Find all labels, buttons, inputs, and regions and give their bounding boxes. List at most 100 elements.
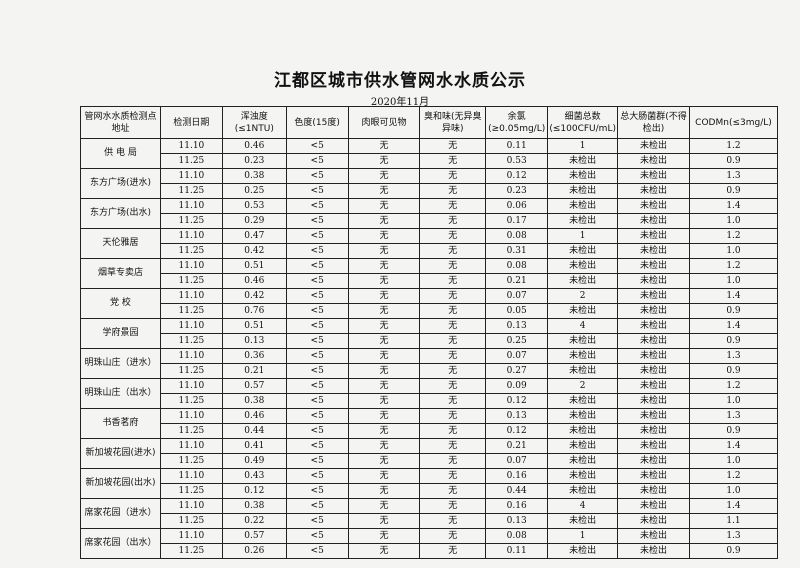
turbidity-cell: 0.43 [221,468,287,484]
turbidity-cell: 0.41 [221,438,287,454]
codmn-cell: 1.2 [688,258,779,274]
bacteria-cell: 未检出 [547,393,619,409]
chlorine-cell: 0.23 [485,183,549,199]
color-cell: <5 [285,363,349,379]
color-cell: <5 [285,378,349,394]
date-cell: 11.10 [159,318,223,334]
bacteria-cell: 未检出 [547,468,619,484]
header-bacteria: 细菌总数(≤100CFU/mL) [547,106,619,139]
date-cell: 11.10 [159,228,223,244]
codmn-cell: 1.0 [688,453,779,469]
odor-cell: 无 [419,168,487,184]
turbidity-cell: 0.29 [221,213,287,229]
odor-cell: 无 [419,243,487,259]
table-row: 11.25 0.44 <5 无无 0.12 未检出 未检出 0.9 [81,423,779,439]
odor-cell: 无 [419,513,487,529]
site-name-cell: 东方广场(进水) [80,168,161,199]
odor-cell: 无 [419,258,487,274]
chlorine-cell: 0.44 [485,483,549,499]
turbidity-cell: 0.46 [221,273,287,289]
bacteria-cell: 4 [547,498,619,514]
chlorine-cell: 0.08 [485,228,549,244]
codmn-cell: 1.4 [688,438,779,454]
table-header-row: 管网水水质检测点地址 检测日期 浑浊度(≤1NTU) 色度(15度) 肉眼可见物… [80,106,779,139]
coliform-cell: 未检出 [617,333,690,349]
table-row: 11.25 0.42 <5 无无 0.31 未检出 未检出 1.0 [81,243,779,259]
chlorine-cell: 0.08 [485,528,549,544]
water-quality-table: 管网水水质检测点地址 检测日期 浑浊度(≤1NTU) 色度(15度) 肉眼可见物… [80,106,779,559]
coliform-cell: 未检出 [617,528,690,544]
bacteria-cell: 未检出 [547,303,619,319]
turbidity-cell: 0.21 [221,363,287,379]
coliform-cell: 未检出 [617,513,690,529]
date-cell: 11.25 [159,513,223,529]
visible-matter-cell: 无 [347,348,421,364]
turbidity-cell: 0.57 [221,528,287,544]
codmn-cell: 1.4 [688,318,779,334]
date-cell: 11.10 [159,288,223,304]
color-cell: <5 [285,273,349,289]
chlorine-cell: 0.11 [485,543,549,559]
turbidity-cell: 0.57 [221,378,287,394]
turbidity-cell: 0.51 [221,318,287,334]
date-cell: 11.25 [159,543,223,559]
table-row: 党 校 11.10 0.42 <5 无无 0.07 2 未检出 1.4 [80,288,779,319]
coliform-cell: 未检出 [617,408,690,424]
document-title: 江都区城市供水管网水水质公示 [274,71,526,91]
chlorine-cell: 0.07 [485,453,549,469]
bacteria-cell: 未检出 [547,348,619,364]
visible-matter-cell: 无 [347,303,421,319]
date-cell: 11.10 [159,408,223,424]
chlorine-cell: 0.07 [485,288,549,304]
table-row: 席家花园（出水） 11.10 0.57 <5 无无 0.08 1 未检出 1.3 [80,528,779,559]
chlorine-cell: 0.09 [485,378,549,394]
turbidity-cell: 0.42 [221,288,287,304]
color-cell: <5 [285,258,349,274]
bacteria-cell: 未检出 [547,333,619,349]
table-row: 11.25 0.23 <5 无无 0.53 未检出 未检出 0.9 [81,153,779,169]
color-cell: <5 [285,408,349,424]
date-cell: 11.25 [159,393,223,409]
color-cell: <5 [285,393,349,409]
odor-cell: 无 [419,363,487,379]
codmn-cell: 0.9 [688,183,779,199]
odor-cell: 无 [419,483,487,499]
header-coliform: 总大肠菌群(不得检出) [617,106,690,139]
codmn-cell: 0.9 [688,333,779,349]
turbidity-cell: 0.22 [221,513,287,529]
table-row: 11.25 0.29 <5 无无 0.17 未检出 未检出 1.0 [81,213,779,229]
visible-matter-cell: 无 [347,288,421,304]
site-name-cell: 明珠山庄（进水） [80,348,161,379]
coliform-cell: 未检出 [617,318,690,334]
odor-cell: 无 [419,438,487,454]
odor-cell: 无 [419,333,487,349]
codmn-cell: 1.0 [688,213,779,229]
table-row: 书香茗府 11.10 0.46 <5 无无 0.13 未检出 未检出 1.3 [80,408,779,439]
coliform-cell: 未检出 [617,438,690,454]
site-name-cell: 党 校 [80,288,161,319]
coliform-cell: 未检出 [617,213,690,229]
date-cell: 11.25 [159,423,223,439]
color-cell: <5 [285,528,349,544]
header-chlorine: 余氯(≥0.05mg/L) [485,106,549,139]
codmn-cell: 1.3 [688,528,779,544]
visible-matter-cell: 无 [347,198,421,214]
codmn-cell: 1.0 [688,393,779,409]
color-cell: <5 [285,513,349,529]
chlorine-cell: 0.12 [485,168,549,184]
coliform-cell: 未检出 [617,198,690,214]
coliform-cell: 未检出 [617,138,690,154]
document-date: 2020年11月 [370,97,430,108]
table-row: 席家花园（进水） 11.10 0.38 <5 无无 0.16 4 未检出 1.4 [80,498,779,529]
table-row: 11.25 0.26 <5 无无 0.11 未检出 未检出 0.9 [81,543,779,559]
date-cell: 11.10 [159,438,223,454]
coliform-cell: 未检出 [617,303,690,319]
color-cell: <5 [285,213,349,229]
odor-cell: 无 [419,528,487,544]
codmn-cell: 1.4 [688,288,779,304]
turbidity-cell: 0.51 [221,258,287,274]
table-row: 11.25 0.12 <5 无无 0.44 未检出 未检出 1.0 [81,483,779,499]
table-row: 天伦雅居 11.10 0.47 <5 无无 0.08 1 未检出 1.2 [80,228,779,259]
odor-cell: 无 [419,153,487,169]
table-row: 11.25 0.38 <5 无无 0.12 未检出 未检出 1.0 [81,393,779,409]
